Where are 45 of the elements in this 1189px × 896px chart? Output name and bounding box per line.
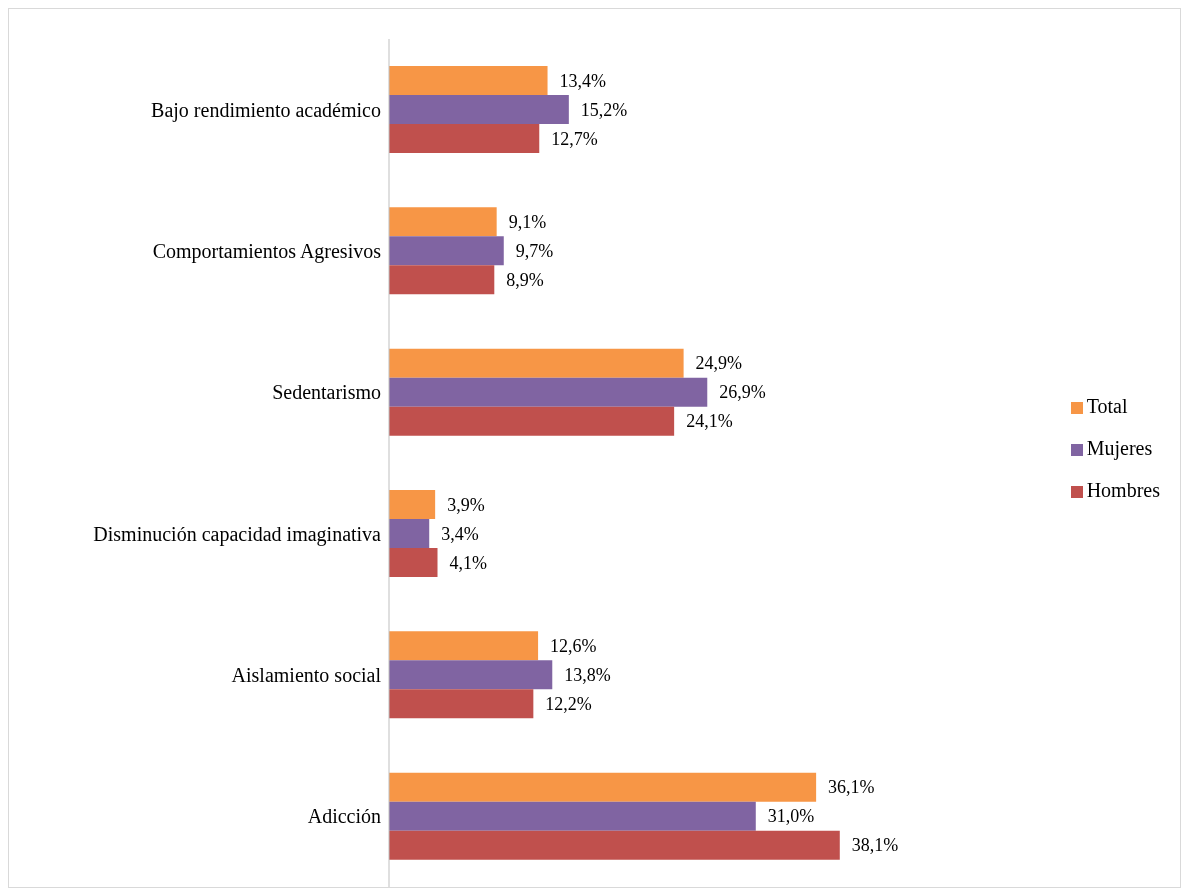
data-label: 26,9%: [719, 382, 766, 403]
bar: [389, 236, 504, 266]
data-label: 12,2%: [545, 693, 592, 714]
y-tick-label: Sedentarismo: [272, 381, 381, 404]
data-label: 38,1%: [851, 835, 899, 856]
data-label: 12,6%: [550, 635, 597, 656]
bar: [389, 490, 436, 519]
data-label: 9,1%: [508, 211, 547, 232]
bar: [389, 830, 840, 860]
data-label: 8,9%: [506, 269, 544, 290]
data-label: 24,9%: [695, 353, 743, 374]
legend-label: Hombres: [1086, 479, 1160, 501]
data-label: 3,4%: [441, 523, 479, 544]
data-label: 31,0%: [767, 806, 815, 827]
y-tick-label: Adicción: [307, 805, 381, 828]
data-label: 13,8%: [564, 664, 611, 685]
data-label: 4,1%: [449, 552, 488, 573]
y-tick-label: Bajo rendimiento académico: [151, 98, 381, 122]
data-label: 15,2%: [580, 99, 628, 120]
bar: [389, 689, 534, 719]
bar: [389, 348, 684, 378]
bar: [389, 801, 756, 831]
bar: [389, 548, 438, 577]
bar: [389, 631, 539, 661]
bar: [389, 207, 497, 237]
y-tick-label: Aislamiento social: [231, 664, 382, 687]
bar: [389, 519, 430, 548]
y-tick-label: Disminución capacidad imaginativa: [93, 522, 382, 546]
data-label: 3,9%: [447, 494, 485, 515]
bar: [389, 377, 708, 407]
bar: [389, 95, 569, 124]
legend-label: Total: [1086, 395, 1128, 417]
bar: [389, 406, 675, 436]
data-label: 13,4%: [559, 70, 607, 91]
legend-label: Mujeres: [1086, 437, 1153, 459]
data-label: 12,7%: [551, 128, 598, 149]
bar: [389, 265, 495, 295]
data-label: 9,7%: [515, 240, 554, 261]
y-tick-label: Comportamientos Agresivos: [152, 240, 382, 264]
data-label: 36,1%: [828, 777, 875, 798]
bar: [389, 124, 540, 153]
data-label: 24,1%: [686, 411, 733, 432]
bar: [389, 66, 548, 95]
bar: [389, 660, 553, 690]
bar: [389, 772, 817, 802]
